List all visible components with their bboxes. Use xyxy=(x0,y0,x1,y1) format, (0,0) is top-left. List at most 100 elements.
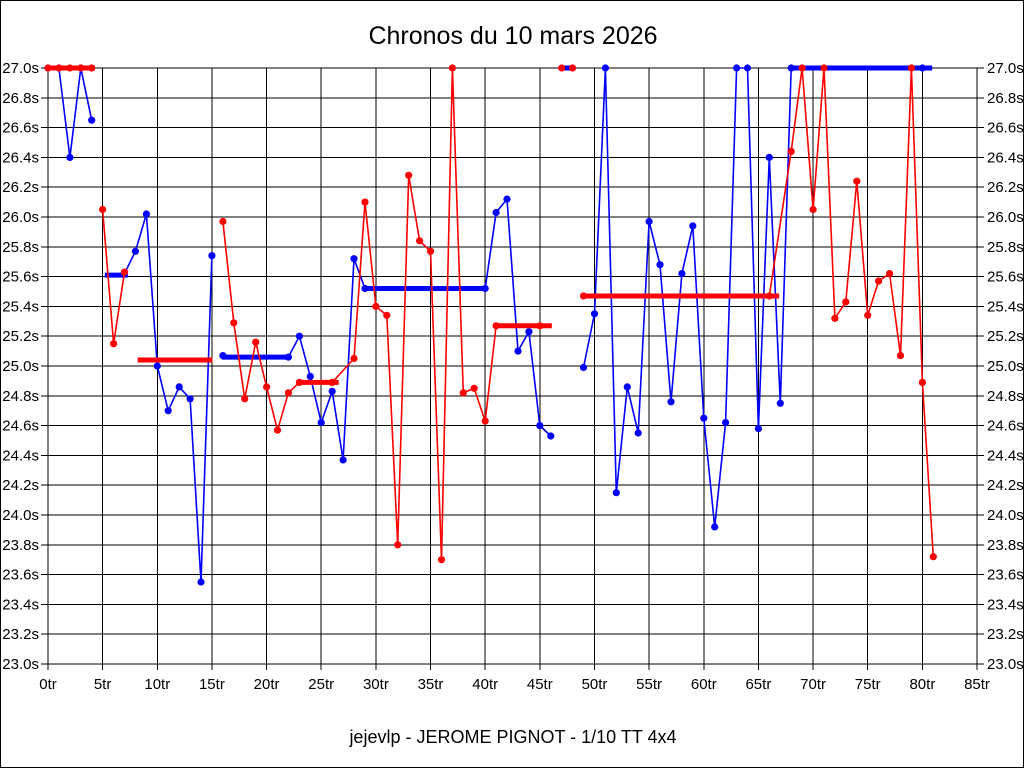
data-point-red xyxy=(809,205,817,214)
data-point-blue xyxy=(579,363,588,372)
y-axis-label-right: 27.0s xyxy=(987,60,1024,77)
data-point-red xyxy=(99,205,107,214)
y-axis-label-left: 25.4s xyxy=(2,298,39,315)
data-point-red xyxy=(252,338,260,346)
data-point-blue xyxy=(722,419,730,427)
series-blue-line xyxy=(48,67,93,158)
data-point-blue xyxy=(765,153,773,161)
x-axis-label: 75tr xyxy=(855,676,881,693)
data-point-blue xyxy=(350,255,358,263)
data-point-red xyxy=(263,383,271,391)
data-point-blue xyxy=(733,64,741,72)
data-point-blue xyxy=(164,407,172,415)
data-point-blue xyxy=(743,64,752,72)
y-axis-label-left: 26.0s xyxy=(2,209,39,226)
chart-caption: jejevlp - JEROME PIGNOT - 1/10 TT 4x4 xyxy=(348,727,676,747)
y-axis-label-left: 25.6s xyxy=(2,269,39,286)
data-point-red xyxy=(929,553,937,561)
data-point-blue xyxy=(142,210,150,218)
data-point-blue xyxy=(667,398,675,406)
y-axis-label-right: 26.8s xyxy=(987,90,1024,107)
y-axis-label-right: 23.6s xyxy=(987,567,1024,584)
y-axis-label-right: 26.0s xyxy=(987,209,1024,226)
y-axis-label-left: 25.8s xyxy=(2,239,39,256)
y-axis-label-right: 24.0s xyxy=(987,507,1024,524)
y-axis-label-left: 24.8s xyxy=(2,388,39,405)
y-axis-label-left: 24.0s xyxy=(2,507,39,524)
data-point-red xyxy=(284,389,292,397)
x-axis-label: 85tr xyxy=(964,676,990,693)
y-axis-label-left: 23.8s xyxy=(2,537,39,554)
data-point-red xyxy=(350,354,358,363)
y-axis-label-right: 25.2s xyxy=(987,328,1024,345)
y-axis-label-left: 26.8s xyxy=(2,90,39,107)
data-point-red xyxy=(907,64,916,72)
y-axis-label-left: 27.0s xyxy=(2,60,39,77)
series-red-line xyxy=(222,67,540,560)
axis-labels: 27.0s 27.0s 26.8s 26.8s 26.6s 26.6s 26.4s 26.4s… xyxy=(2,60,1023,693)
data-point-red xyxy=(448,64,456,72)
data-point-blue xyxy=(175,383,183,391)
y-axis-label-left: 23.6s xyxy=(2,567,39,584)
data-point-red xyxy=(798,64,806,72)
data-point-red xyxy=(875,277,883,285)
data-point-blue xyxy=(186,395,194,403)
data-point-red xyxy=(853,177,861,185)
data-point-red xyxy=(273,426,282,434)
data-point-red xyxy=(437,556,446,564)
y-axis-label-right: 25.4s xyxy=(987,298,1024,315)
y-axis-label-right: 23.4s xyxy=(987,596,1024,613)
data-point-red xyxy=(361,198,369,206)
x-axis-label: 10tr xyxy=(144,676,170,693)
data-point-blue xyxy=(88,116,96,124)
x-axis-label: 60tr xyxy=(691,676,717,693)
x-axis-label: 25tr xyxy=(308,676,334,693)
x-axis-label: 65tr xyxy=(745,676,771,693)
data-point-red xyxy=(470,384,478,392)
chart-title: Chronos du 10 mars 2026 xyxy=(368,22,657,50)
data-point-red xyxy=(383,311,391,319)
data-point-red xyxy=(842,298,850,306)
data-point-red xyxy=(241,395,249,403)
data-point-blue xyxy=(339,456,347,464)
data-point-blue xyxy=(547,432,555,440)
data-point-blue xyxy=(153,362,161,370)
data-point-blue xyxy=(656,261,664,269)
data-point-red xyxy=(120,268,129,276)
x-axis-label: 40tr xyxy=(472,676,498,693)
x-axis-label: 55tr xyxy=(636,676,662,693)
plot-border xyxy=(47,67,978,665)
data-point-red xyxy=(230,319,238,327)
data-point-blue xyxy=(328,387,336,395)
x-axis-label: 15tr xyxy=(199,676,225,693)
data-point-blue xyxy=(623,383,631,391)
data-point-red xyxy=(558,64,566,72)
x-axis-label: 70tr xyxy=(800,676,826,693)
data-point-blue xyxy=(492,208,500,217)
data-point-blue xyxy=(678,270,686,278)
y-axis-label-left: 26.4s xyxy=(2,149,39,166)
y-axis-label-right: 25.8s xyxy=(987,239,1024,256)
data-point-red xyxy=(405,171,413,179)
data-point-blue xyxy=(536,422,544,430)
data-point-blue xyxy=(711,523,719,531)
data-point-red xyxy=(886,270,894,278)
data-point-red xyxy=(820,64,828,72)
data-point-red xyxy=(219,217,227,226)
data-point-red xyxy=(569,64,577,72)
x-axis-label: 45tr xyxy=(527,676,553,693)
data-point-red xyxy=(416,237,424,245)
data-point-blue xyxy=(208,252,216,260)
data-point-blue xyxy=(131,247,139,255)
y-axis-label-left: 26.2s xyxy=(2,179,39,196)
data-point-blue xyxy=(700,414,708,422)
y-axis-label-left: 24.6s xyxy=(2,418,39,435)
y-axis-label-right: 24.2s xyxy=(987,477,1024,494)
data-point-blue xyxy=(754,425,763,433)
data-point-red xyxy=(831,314,839,322)
data-point-red xyxy=(426,247,435,255)
data-point-blue xyxy=(590,310,599,318)
data-point-blue xyxy=(197,578,205,586)
y-axis-label-right: 23.8s xyxy=(987,537,1024,554)
